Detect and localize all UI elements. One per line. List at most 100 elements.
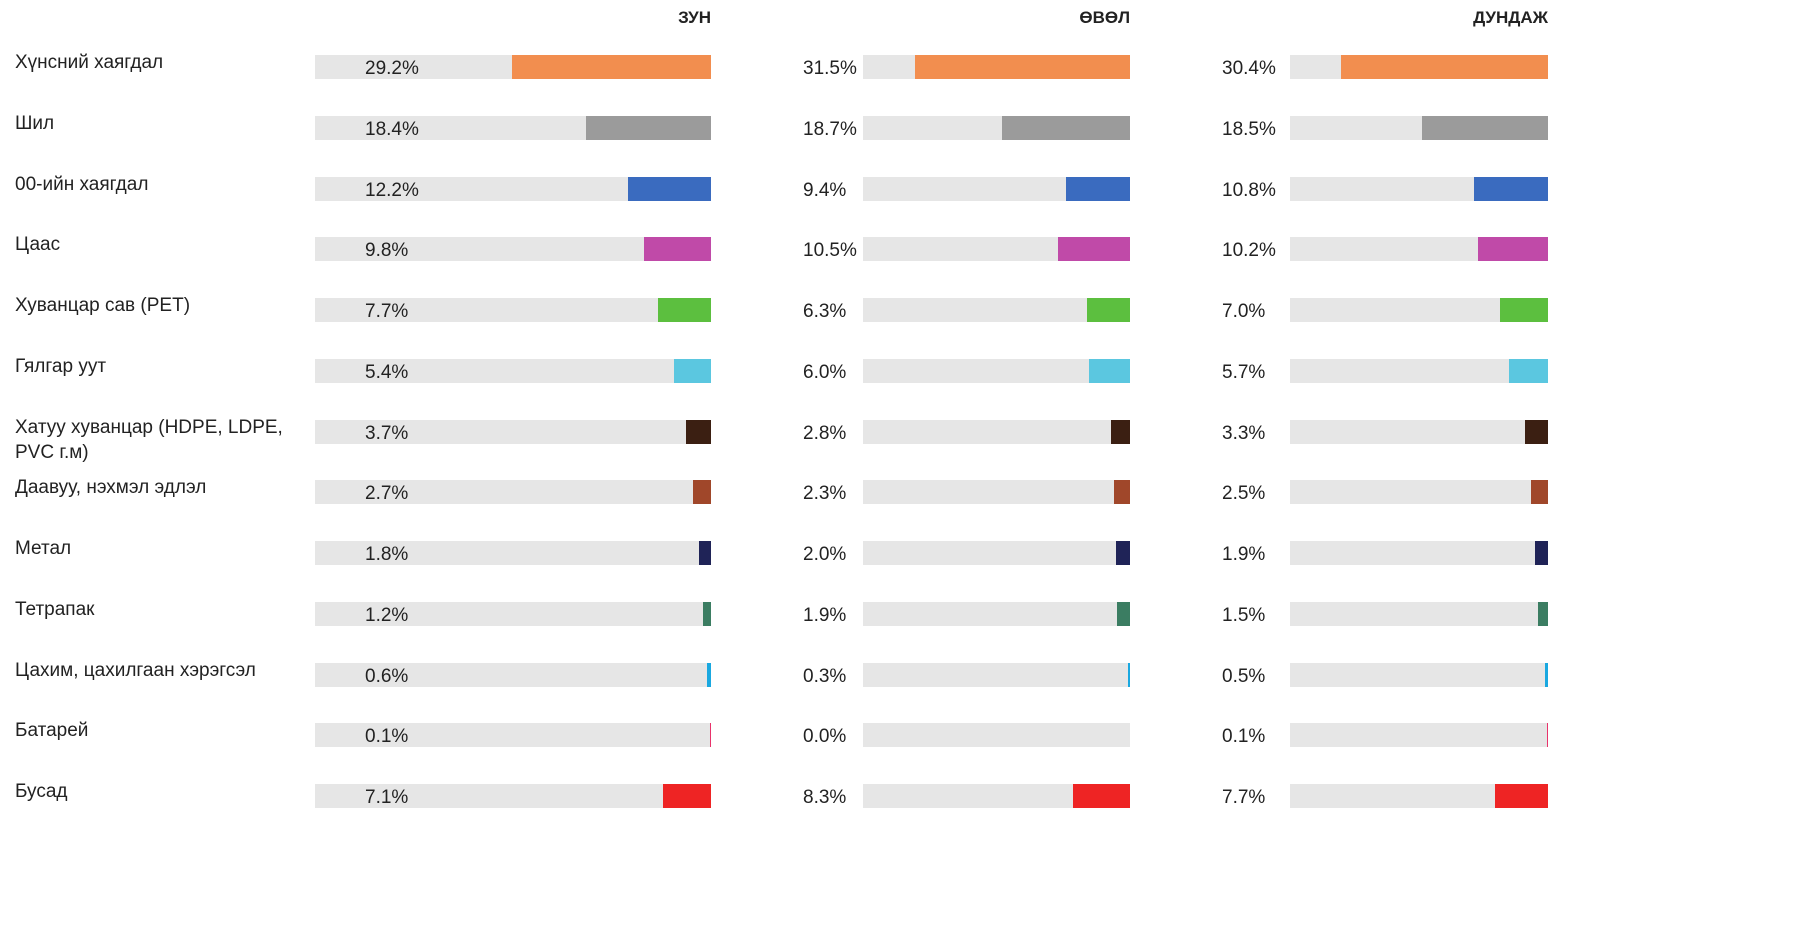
- value-label: 2.0%: [803, 544, 847, 565]
- series-header: ДУНДАЖ: [1473, 8, 1548, 27]
- value-label: 7.0%: [1222, 301, 1266, 322]
- bar-track: [315, 358, 711, 383]
- value-label: 7.7%: [365, 301, 409, 322]
- bar: [1537, 601, 1548, 626]
- value-label: 0.6%: [365, 665, 409, 687]
- value-label: 31.5%: [803, 58, 857, 79]
- category-label: Тетрапак: [15, 598, 95, 620]
- value-label: 10.5%: [803, 240, 857, 262]
- bar: [1525, 419, 1548, 444]
- bar: [1110, 419, 1130, 444]
- bar-track: [863, 662, 1130, 687]
- bar: [1127, 662, 1130, 687]
- bar: [674, 358, 711, 383]
- bar-track: [1290, 480, 1548, 505]
- bar-track: [1290, 358, 1548, 383]
- bar: [1058, 237, 1130, 262]
- bar: [706, 662, 711, 687]
- bar: [1544, 662, 1548, 687]
- bar: [710, 723, 711, 748]
- category-label: Хатуу хуванцар (HDPE, LDPE, PVC г.м): [15, 416, 283, 463]
- value-label: 1.2%: [365, 604, 409, 626]
- bar-track: [315, 601, 711, 626]
- value-label: 6.0%: [803, 361, 847, 383]
- value-label: 1.9%: [1222, 544, 1266, 565]
- bar-track: [315, 298, 711, 322]
- bar: [1117, 601, 1130, 626]
- bar: [627, 176, 711, 201]
- value-label: 30.4%: [1222, 58, 1276, 79]
- bar: [1500, 298, 1548, 322]
- category-label: Хүнсний хаягдал: [15, 52, 164, 73]
- value-label: 6.3%: [803, 301, 847, 322]
- bar: [662, 784, 711, 808]
- bar-track: [863, 541, 1130, 565]
- bar-track: [863, 298, 1130, 322]
- value-label: 0.3%: [803, 665, 847, 687]
- bar-track: [863, 358, 1130, 383]
- value-label: 1.8%: [365, 544, 409, 565]
- series-header: ЗУН: [678, 8, 711, 27]
- bar: [658, 298, 711, 322]
- category-label: 00-ийн хаягдал: [15, 173, 149, 195]
- value-label: 2.3%: [803, 483, 847, 505]
- bar: [644, 237, 711, 262]
- bar-track: [1290, 419, 1548, 444]
- value-label: 10.2%: [1222, 240, 1276, 262]
- category-label: Шил: [15, 112, 55, 134]
- category-label: Даавуу, нэхмэл эдлэл: [15, 477, 207, 499]
- value-label: 7.1%: [365, 787, 409, 808]
- category-label: Гялгар уут: [15, 355, 107, 377]
- bar: [1073, 784, 1130, 808]
- bar-track: [1290, 601, 1548, 626]
- bar-track: [1290, 662, 1548, 687]
- value-label: 12.2%: [365, 179, 419, 201]
- value-label: 5.7%: [1222, 361, 1266, 383]
- category-label: Бусад: [15, 781, 68, 802]
- value-label: 0.1%: [1222, 726, 1266, 748]
- bar: [692, 480, 711, 505]
- value-label: 0.1%: [365, 726, 409, 748]
- bar: [1340, 55, 1548, 79]
- bar: [685, 419, 711, 444]
- bar: [1002, 115, 1130, 140]
- bar: [1530, 480, 1548, 505]
- bar-track: [315, 419, 711, 444]
- bar: [1421, 115, 1548, 140]
- value-label: 5.4%: [365, 361, 409, 383]
- value-label: 10.8%: [1222, 179, 1276, 201]
- bar: [1087, 298, 1130, 322]
- bar: [585, 115, 711, 140]
- category-label: Цаас: [15, 234, 61, 256]
- value-label: 3.7%: [365, 422, 409, 444]
- value-label: 1.9%: [803, 604, 847, 626]
- value-label: 2.8%: [803, 422, 847, 444]
- bar: [1116, 541, 1130, 565]
- bar: [1065, 176, 1130, 201]
- bar-track: [315, 480, 711, 505]
- bar: [1474, 176, 1548, 201]
- value-label: 9.8%: [365, 240, 409, 262]
- value-label: 1.5%: [1222, 604, 1266, 626]
- category-label: Батарей: [15, 720, 89, 742]
- bar-track: [315, 784, 711, 808]
- bar-track: [315, 662, 711, 687]
- value-label: 0.5%: [1222, 665, 1266, 687]
- bar: [511, 55, 711, 79]
- value-label: 8.3%: [803, 787, 847, 808]
- value-label: 2.7%: [365, 483, 409, 505]
- bar-track: [863, 601, 1130, 626]
- value-label: 18.4%: [365, 118, 419, 140]
- bar: [1495, 784, 1548, 808]
- bar-track: [1290, 723, 1548, 748]
- bar: [1089, 358, 1130, 383]
- value-label: 0.0%: [803, 726, 847, 748]
- value-label: 2.5%: [1222, 483, 1266, 505]
- bar: [1535, 541, 1548, 565]
- series-header: ӨВӨЛ: [1079, 8, 1130, 27]
- value-label: 18.5%: [1222, 118, 1276, 140]
- value-label: 7.7%: [1222, 787, 1266, 808]
- value-label: 3.3%: [1222, 422, 1266, 444]
- bar: [1547, 723, 1548, 748]
